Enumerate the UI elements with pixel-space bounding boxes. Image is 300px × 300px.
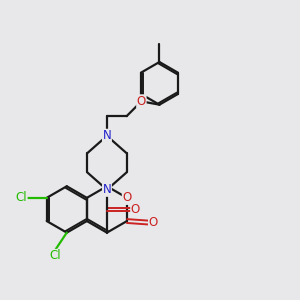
Text: O: O [137,95,146,108]
Text: O: O [148,216,158,229]
Text: O: O [131,203,140,216]
Text: O: O [122,191,132,204]
Text: Cl: Cl [50,250,61,262]
Text: Cl: Cl [15,191,27,204]
Text: N: N [103,183,111,196]
Text: N: N [103,129,111,142]
